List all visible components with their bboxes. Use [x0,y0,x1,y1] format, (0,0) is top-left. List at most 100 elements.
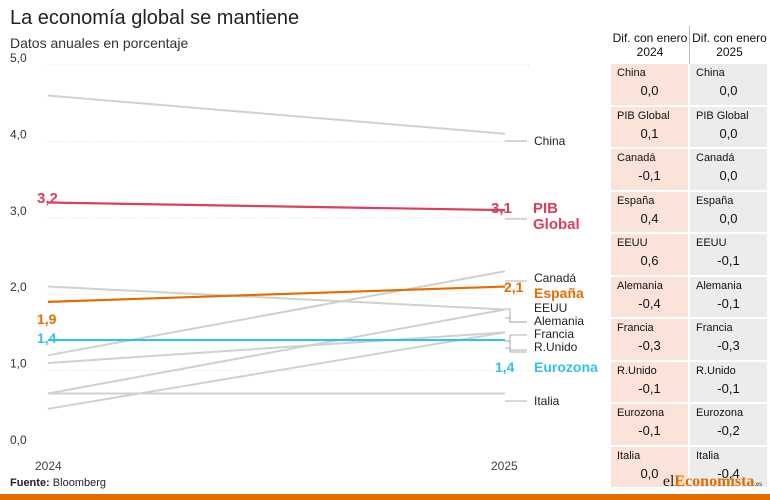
table-row: PIB Global 0,1 PIB Global 0,0 [611,106,770,149]
series-line-alemania [47,308,506,395]
cell-dif-2025: China 0,0 [690,64,767,105]
cell-dif-2025: PIB Global 0,0 [690,106,767,147]
series-line-espaa [47,285,506,303]
leader-line-7 [505,347,527,353]
value-dif-2025: -0,1 [717,380,740,396]
series-label-runido: R.Unido [534,340,578,354]
leader-line-3 [505,308,527,323]
cell-dif-2024: EEUU 0,6 [611,234,688,275]
value-dif-2024: 0,6 [640,253,659,268]
series-label-francia: Francia [534,327,574,341]
data-label-eurozona-2024: 1,4 [37,330,57,346]
row-name: Eurozona [696,407,744,419]
value-dif-2024: -0,1 [638,380,661,396]
leader-line-4 [505,317,527,323]
table-row: Alemania -0,4 Alemania -0,1 [611,276,770,319]
chart-title: La economía global se mantiene [10,7,300,29]
y-tick-label: 5,0 [10,51,27,65]
series-label-pib: PIB [533,200,558,217]
value-dif-2025: -0,1 [717,253,740,268]
series-line-runido [47,331,506,410]
value-dif-2025: 0,0 [719,210,738,226]
cell-dif-2025: Canadá 0,0 [690,149,767,190]
row-name: Eurozona [617,407,665,419]
series-label-espana: España [534,285,584,301]
brand-logo: elEconomista.es [662,473,762,490]
table-row: China 0,0 China 0,0 [611,64,770,107]
x-tick-label: 2024 [35,459,62,473]
value-dif-2025: 0,0 [719,168,738,183]
header-dif-2025: Dif. con enero 2025 [692,31,767,59]
value-dif-2024: 0,4 [640,210,659,226]
source-value: Bloomberg [52,477,106,489]
series-label-eeuu: EEUU [534,301,567,315]
row-name: EEUU [696,237,727,249]
data-label-eurozona-2025: 1,4 [495,359,515,375]
data-label-pib-2025: 3,1 [491,200,512,217]
table-row: Italia 0,0 Italia -0,4 [611,446,770,489]
data-label-espana-2024: 1,9 [37,311,57,327]
series-label-eurozona: Eurozona [534,359,598,375]
row-name: Alemania [617,279,663,292]
series-label-alemania: Alemania [534,314,584,328]
cell-dif-2025: EEUU -0,1 [690,234,767,275]
series-label-china: China [534,134,566,148]
value-dif-2024: -0,1 [638,423,661,438]
row-name: PIB Global [696,109,749,122]
row-name: R.Unido [696,364,736,377]
y-tick-label: 4,0 [10,127,27,141]
cell-dif-2025: Francia -0,3 [690,319,767,360]
leader-line-5 [505,334,527,342]
value-dif-2024: 0,0 [640,83,659,98]
chart-subtitle: Datos anuales en porcentaje [10,35,189,51]
row-name: EEUU [617,237,648,249]
table-row: España 0,4 España 0,0 [611,191,770,234]
row-name: Italia [617,449,641,462]
value-dif-2024: -0,1 [638,168,661,183]
table-row: Canadá -0,1 Canadá 0,0 [611,149,770,192]
series-label-italia: Italia [534,394,560,408]
value-dif-2024: 0,0 [640,465,659,481]
slope-chart: 0,0 1,0 2,0 3,0 4,0 5,0 2024 2025 China PIBGloba… [10,51,598,473]
y-tick-label: 1,0 [10,357,27,371]
cell-dif-2025: Alemania -0,1 [690,276,767,317]
value-dif-2024: -0,4 [638,295,661,311]
row-name: PIB Global [617,109,670,122]
cell-dif-2024: Eurozona -0,1 [611,404,688,445]
series-line-china [47,94,506,135]
y-tick-label: 3,0 [10,204,27,218]
series-line-canad [47,270,506,357]
cell-dif-2025: R.Unido -0,1 [690,361,767,402]
data-label-pib-2024: 3,2 [37,190,58,207]
table-row: Eurozona -0,1 Eurozona -0,2 [611,404,770,447]
y-tick-label: 0,0 [10,433,27,447]
value-dif-2024: 0,1 [640,125,659,141]
source-note: Fuente: Bloomberg [10,477,106,489]
series-label-pib: Global [533,216,580,233]
series-line-pibglobal [47,201,506,212]
row-name: Alemania [696,279,742,292]
table-row: Francia -0,3 Francia -0,3 [611,319,770,362]
cell-dif-2025: Italia -0,4 [690,446,767,487]
cell-dif-2024: PIB Global 0,1 [611,106,688,147]
value-dif-2025: 0,0 [719,125,738,141]
header-dif-2024: Dif. con enero 2024 [611,26,690,64]
row-name: China [617,67,646,79]
series-line-francia [47,331,506,364]
cell-dif-2024: Francia -0,3 [611,319,688,360]
x-tick-label: 2025 [491,459,518,473]
cell-dif-2024: R.Unido -0,1 [611,361,688,402]
row-name: España [617,194,655,207]
series-line-eeuu [47,285,506,311]
row-name: Italia [696,449,720,462]
value-dif-2025: -0,2 [717,423,740,438]
value-dif-2025: -0,4 [717,465,740,481]
row-name: China [696,67,725,79]
cell-dif-2024: China 0,0 [611,64,688,105]
value-dif-2025: 0,0 [719,83,738,98]
series-label-canada: Canadá [534,271,576,285]
value-dif-2025: -0,1 [717,295,740,311]
source-label: Fuente: [10,477,50,489]
diff-table-header: Dif. con enero 2024 Dif. con enero 2025 [611,26,770,64]
cell-dif-2024: Canadá -0,1 [611,149,688,190]
